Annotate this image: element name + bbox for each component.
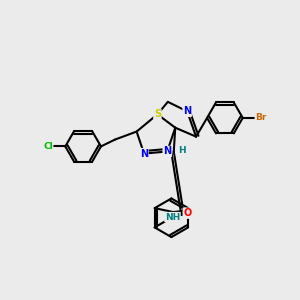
Text: O: O bbox=[183, 208, 191, 218]
Text: NH: NH bbox=[165, 212, 180, 221]
Text: S: S bbox=[154, 109, 161, 119]
Text: Cl: Cl bbox=[43, 142, 53, 151]
Text: Br: Br bbox=[255, 113, 267, 122]
Text: H: H bbox=[178, 146, 186, 154]
Text: N: N bbox=[183, 106, 191, 116]
Text: N: N bbox=[140, 148, 148, 159]
Text: N: N bbox=[163, 146, 171, 157]
